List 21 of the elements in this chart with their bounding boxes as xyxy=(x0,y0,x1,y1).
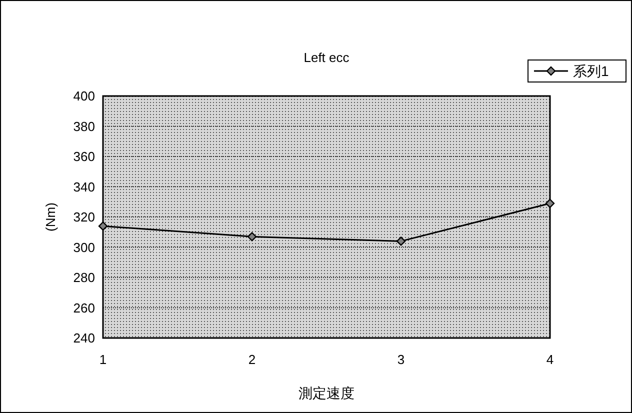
y-tick-label: 380 xyxy=(73,118,95,134)
x-tick-label: 1 xyxy=(99,352,107,367)
x-axis-title: 測定速度 xyxy=(298,385,354,401)
y-tick-label: 360 xyxy=(73,149,95,164)
y-tick-label: 400 xyxy=(73,88,95,104)
y-tick-label: 240 xyxy=(73,330,95,346)
x-tick-label: 4 xyxy=(546,352,554,367)
point xyxy=(545,198,555,208)
legend-label: 系列1 xyxy=(573,63,609,79)
y-axis-title: (Nm) xyxy=(43,202,58,232)
point xyxy=(396,236,406,246)
point xyxy=(98,221,108,231)
x-tick-label: 2 xyxy=(248,352,256,367)
chart-title: Left ecc xyxy=(304,50,350,65)
y-tick-label: 260 xyxy=(73,300,95,316)
y-tick-label: 280 xyxy=(73,270,95,286)
point xyxy=(247,232,257,242)
y-tick-label: 320 xyxy=(73,210,95,225)
x-tick-label: 3 xyxy=(397,352,405,367)
y-tick-label: 340 xyxy=(73,179,95,194)
y-tick-label: 300 xyxy=(73,240,95,255)
